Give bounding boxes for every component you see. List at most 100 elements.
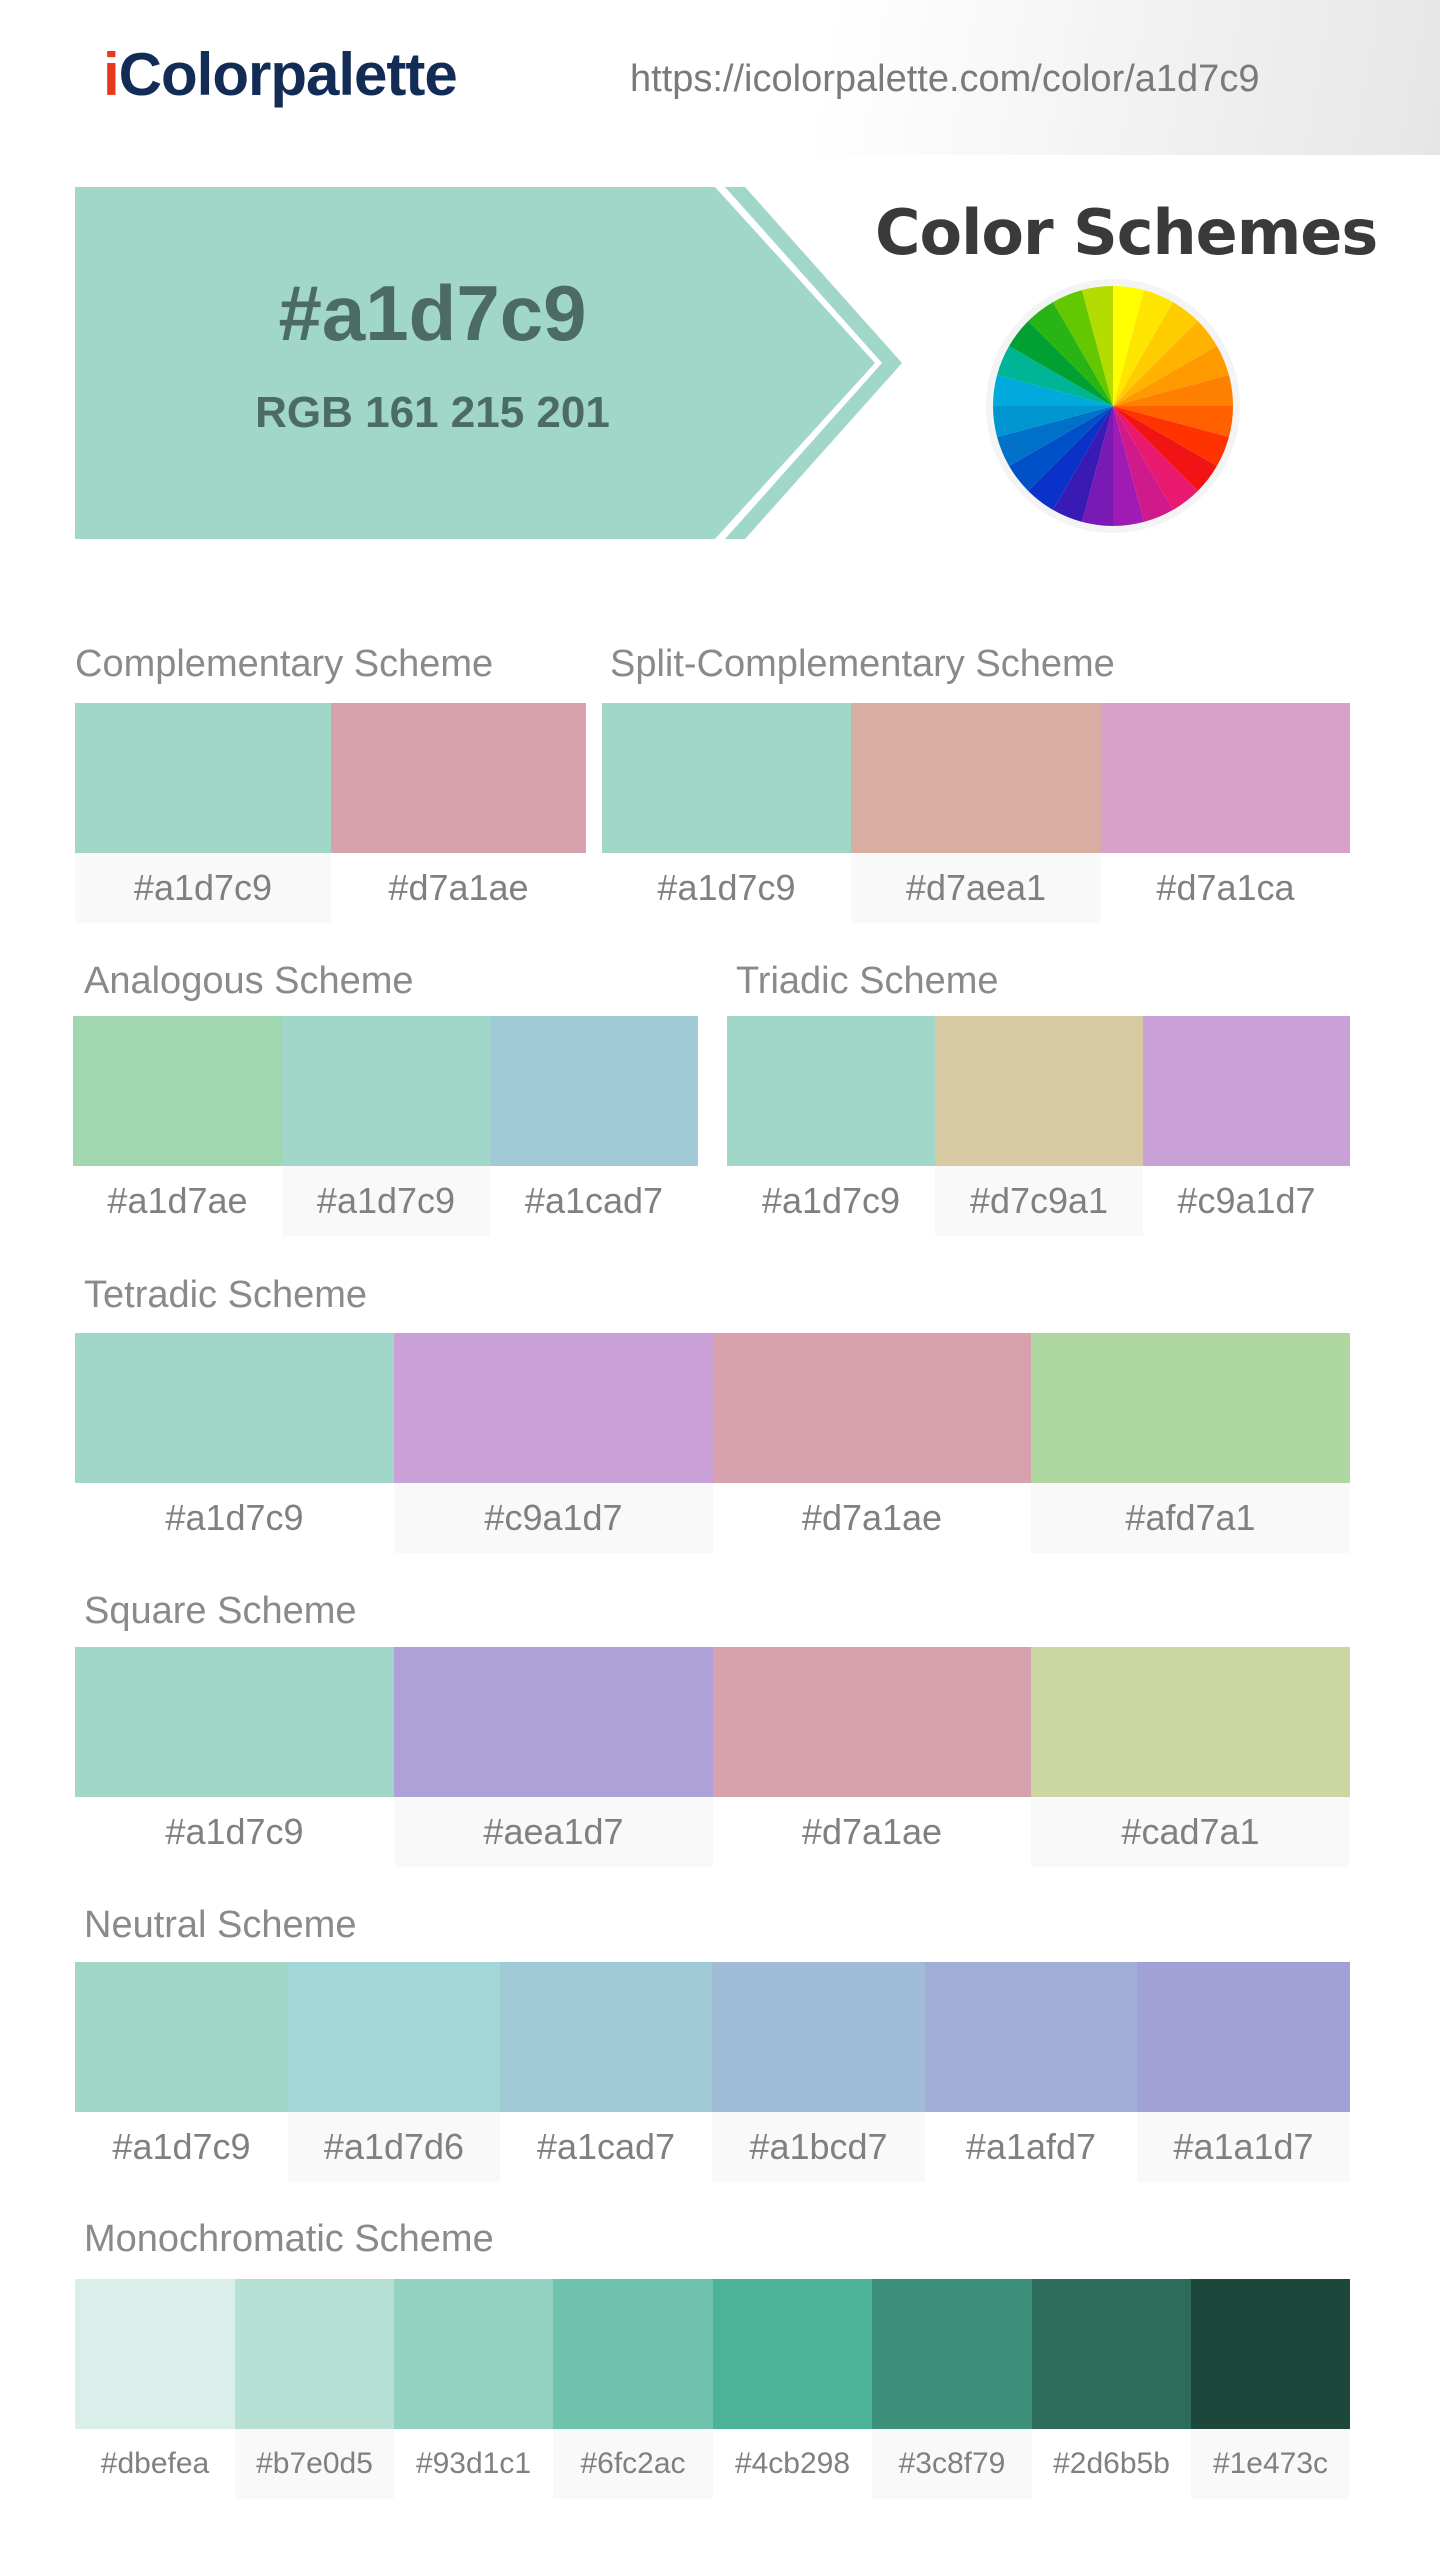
wheel-slice xyxy=(997,346,1113,406)
swatch-hex-label: #cad7a1 xyxy=(1031,1797,1350,1867)
swatch-hex-label: #a1d7c9 xyxy=(165,1497,304,1538)
swatch-hex-label: #d7c9a1 xyxy=(935,1166,1143,1236)
swatch[interactable] xyxy=(935,1016,1143,1166)
swatch[interactable] xyxy=(925,1962,1137,2112)
swatch-hex-label: #d7a1ae xyxy=(388,867,529,908)
wheel-slice xyxy=(1113,321,1217,406)
swatch-hex-label: #4cb298 xyxy=(734,2447,851,2480)
wheel-slice xyxy=(1081,286,1113,406)
analogous-scheme-title: Analogous Scheme xyxy=(84,960,414,1002)
wheel-slice xyxy=(1113,406,1233,438)
swatch-hex-label: #c9a1d7 xyxy=(1177,1180,1316,1221)
swatch[interactable] xyxy=(713,2279,872,2429)
triadic-labels: #a1d7c9 #d7c9a1 #c9a1d7 xyxy=(727,1166,1350,1236)
swatch[interactable] xyxy=(75,1962,288,2112)
hero-color-banner xyxy=(75,187,902,539)
swatch-hex-label: #6fc2ac xyxy=(553,2429,713,2499)
hero-rgb-value: RGB 161 215 201 xyxy=(255,388,610,437)
swatch[interactable] xyxy=(75,1333,394,1483)
monochromatic-swatches xyxy=(75,2279,1350,2429)
swatch[interactable] xyxy=(75,1647,394,1797)
wheel-slice xyxy=(1113,346,1229,406)
wheel-slice xyxy=(1113,406,1198,510)
tetradic-labels: #a1d7c9 #c9a1d7 #d7a1ae #afd7a1 xyxy=(75,1483,1350,1553)
wheel-slice xyxy=(1113,302,1198,406)
swatch[interactable] xyxy=(727,1016,935,1166)
swatch[interactable] xyxy=(394,2279,553,2429)
swatch-hex-label: #3c8f79 xyxy=(872,2429,1032,2499)
swatch[interactable] xyxy=(73,1016,282,1166)
swatch-hex-label: #a1a1d7 xyxy=(1137,2112,1350,2182)
wheel-slice xyxy=(1113,374,1233,406)
logo-i: i xyxy=(103,41,120,108)
square-swatches xyxy=(75,1647,1350,1797)
swatch-hex-label: #b7e0d5 xyxy=(235,2429,394,2499)
swatch-hex-label: #d7a1ae xyxy=(801,1497,943,1538)
swatch[interactable] xyxy=(394,1647,713,1797)
square-scheme-title: Square Scheme xyxy=(84,1590,357,1632)
site-logo[interactable]: iColorpalette xyxy=(103,40,458,109)
swatch[interactable] xyxy=(851,703,1101,853)
swatch[interactable] xyxy=(872,2279,1032,2429)
swatch[interactable] xyxy=(75,2279,235,2429)
swatch[interactable] xyxy=(1143,1016,1350,1166)
swatch[interactable] xyxy=(75,703,331,853)
neutral-scheme-title: Neutral Scheme xyxy=(84,1904,357,1946)
wheel-slice xyxy=(993,406,1113,438)
swatch[interactable] xyxy=(1031,1647,1350,1797)
complementary-scheme-title: Complementary Scheme xyxy=(75,643,494,685)
swatch-hex-label: #a1cad7 xyxy=(524,1180,664,1221)
monochromatic-labels: #dbefea #b7e0d5 #93d1c1 #6fc2ac #4cb298 … xyxy=(75,2429,1350,2499)
swatch-hex-label: #d7aea1 xyxy=(851,853,1101,923)
swatch[interactable] xyxy=(553,2279,713,2429)
wheel-slice xyxy=(1081,406,1113,526)
wheel-slice xyxy=(1113,406,1173,522)
swatch[interactable] xyxy=(331,703,586,853)
swatch[interactable] xyxy=(235,2279,394,2429)
swatch[interactable] xyxy=(1101,703,1350,853)
logo-text: Colorpalette xyxy=(118,41,458,108)
swatch[interactable] xyxy=(1137,1962,1350,2112)
swatch-hex-label: #a1afd7 xyxy=(965,2126,1097,2167)
swatch[interactable] xyxy=(1031,1333,1350,1483)
wheel-slice xyxy=(1009,406,1113,491)
split-complementary-scheme-title: Split-Complementary Scheme xyxy=(610,643,1115,685)
neutral-swatches xyxy=(75,1962,1350,2112)
wheel-slice xyxy=(1028,406,1113,510)
tetradic-scheme-title: Tetradic Scheme xyxy=(84,1274,368,1316)
swatch-hex-label: #a1d7c9 xyxy=(165,1811,304,1852)
swatch-hex-label: #93d1c1 xyxy=(415,2447,532,2480)
swatch[interactable] xyxy=(288,1962,500,2112)
swatch[interactable] xyxy=(713,1647,1031,1797)
swatch[interactable] xyxy=(712,1962,925,2112)
swatch-hex-label: #a1d7c9 xyxy=(657,867,796,908)
swatch[interactable] xyxy=(500,1962,712,2112)
swatch-hex-label: #a1d7c9 xyxy=(761,1180,901,1221)
swatch[interactable] xyxy=(1191,2279,1350,2429)
swatch[interactable] xyxy=(490,1016,698,1166)
swatch-hex-label: #dbefea xyxy=(100,2447,210,2480)
color-wheel-icon xyxy=(986,279,1240,533)
wheel-slice xyxy=(1028,302,1113,406)
wheel-slice xyxy=(1009,321,1113,406)
wheel-slice xyxy=(1113,286,1145,406)
split-complementary-labels: #a1d7c9 #d7aea1 #d7a1ca xyxy=(602,853,1350,923)
hero-arrow-shape xyxy=(75,187,875,539)
swatch[interactable] xyxy=(282,1016,490,1166)
analogous-swatches xyxy=(73,1016,698,1166)
swatch-hex-label: #aea1d7 xyxy=(394,1797,713,1867)
swatch[interactable] xyxy=(713,1333,1031,1483)
wheel-slices xyxy=(993,286,1233,526)
swatch-hex-label: #d7a1ca xyxy=(1156,867,1295,908)
page-url[interactable]: https://icolorpalette.com/color/a1d7c9 xyxy=(630,58,1260,100)
swatch[interactable] xyxy=(394,1333,713,1483)
swatch-hex-label: #a1d7d6 xyxy=(288,2112,500,2182)
triadic-scheme-title: Triadic Scheme xyxy=(736,960,999,1002)
wheel-slice xyxy=(997,406,1113,466)
swatch-hex-label: #a1d7c9 xyxy=(75,853,331,923)
wheel-slice xyxy=(1113,406,1145,526)
swatch-hex-label: #a1cad7 xyxy=(536,2126,676,2167)
swatch-hex-label: #a1d7c9 xyxy=(282,1166,490,1236)
swatch[interactable] xyxy=(1032,2279,1191,2429)
swatch[interactable] xyxy=(602,703,851,853)
